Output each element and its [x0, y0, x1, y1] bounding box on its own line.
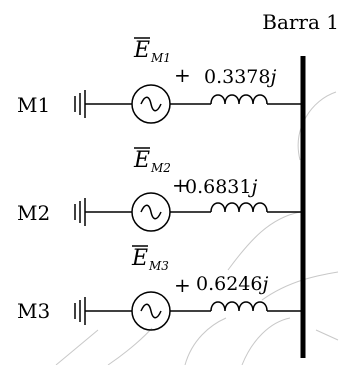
reactance-value: 0.6831j	[185, 176, 257, 198]
inductor-icon	[210, 94, 268, 105]
machine-row-m3: M3 E M3 + 0.6246j	[17, 245, 268, 323]
sine-wave-icon	[140, 96, 162, 112]
polarity-plus: +	[174, 63, 191, 87]
polarity-plus: +	[172, 173, 189, 197]
emf-symbol: E	[133, 38, 150, 63]
reactance-value: 0.3378j	[204, 66, 276, 88]
reactance-number: 0.3378	[204, 66, 270, 88]
emf-subscript: M1	[150, 51, 171, 65]
sine-wave-icon	[140, 204, 162, 220]
reactance-value: 0.6246j	[196, 273, 268, 295]
emf-symbol: E	[131, 246, 148, 271]
circuit-graphics	[74, 84, 303, 331]
emf-subscript: M3	[148, 259, 169, 273]
emf-symbol: E	[133, 148, 150, 173]
inductor-icon	[210, 301, 268, 312]
emf-subscript: M2	[150, 161, 171, 175]
machine-label: M2	[17, 201, 50, 225]
reactance-j: j	[258, 273, 268, 295]
machine-row-m1: M1 E M1 + 0.3378j	[17, 37, 276, 117]
sine-wave-icon	[140, 303, 162, 319]
machine-row-m2: M2 E M2 + 0.6831j	[17, 147, 257, 225]
polarity-plus: +	[174, 273, 191, 297]
reactance-j: j	[247, 176, 257, 198]
inductor-icon	[210, 202, 268, 213]
reactance-number: 0.6246	[196, 273, 262, 295]
reactance-j: j	[266, 66, 276, 88]
machine-label: M1	[17, 93, 50, 117]
machine-label: M3	[17, 299, 50, 323]
bus-label: Barra 1	[262, 10, 339, 34]
background-sketch-lines	[55, 91, 339, 365]
reactance-number: 0.6831	[185, 176, 251, 198]
